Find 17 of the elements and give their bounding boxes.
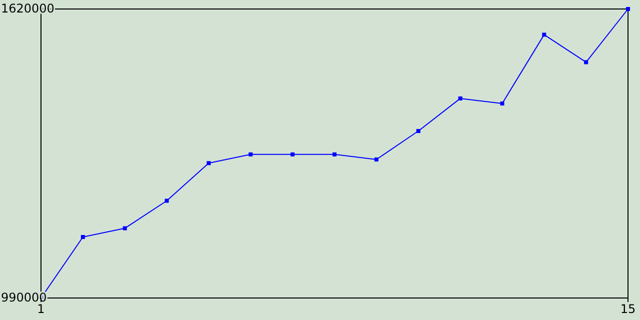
point — [500, 102, 504, 106]
point — [290, 152, 295, 156]
point — [206, 161, 211, 166]
point — [626, 7, 630, 11]
point — [458, 96, 462, 100]
point — [122, 226, 127, 230]
point — [416, 129, 420, 134]
point — [164, 198, 169, 203]
point — [332, 152, 336, 156]
point — [374, 157, 378, 162]
point — [248, 152, 253, 156]
x-tick-label: 1 — [37, 302, 45, 316]
x-tick-label: 15 — [620, 302, 636, 316]
point — [80, 234, 85, 239]
y-tick-label: 1620000 — [1, 1, 54, 16]
point — [584, 60, 588, 64]
point — [542, 32, 546, 37]
